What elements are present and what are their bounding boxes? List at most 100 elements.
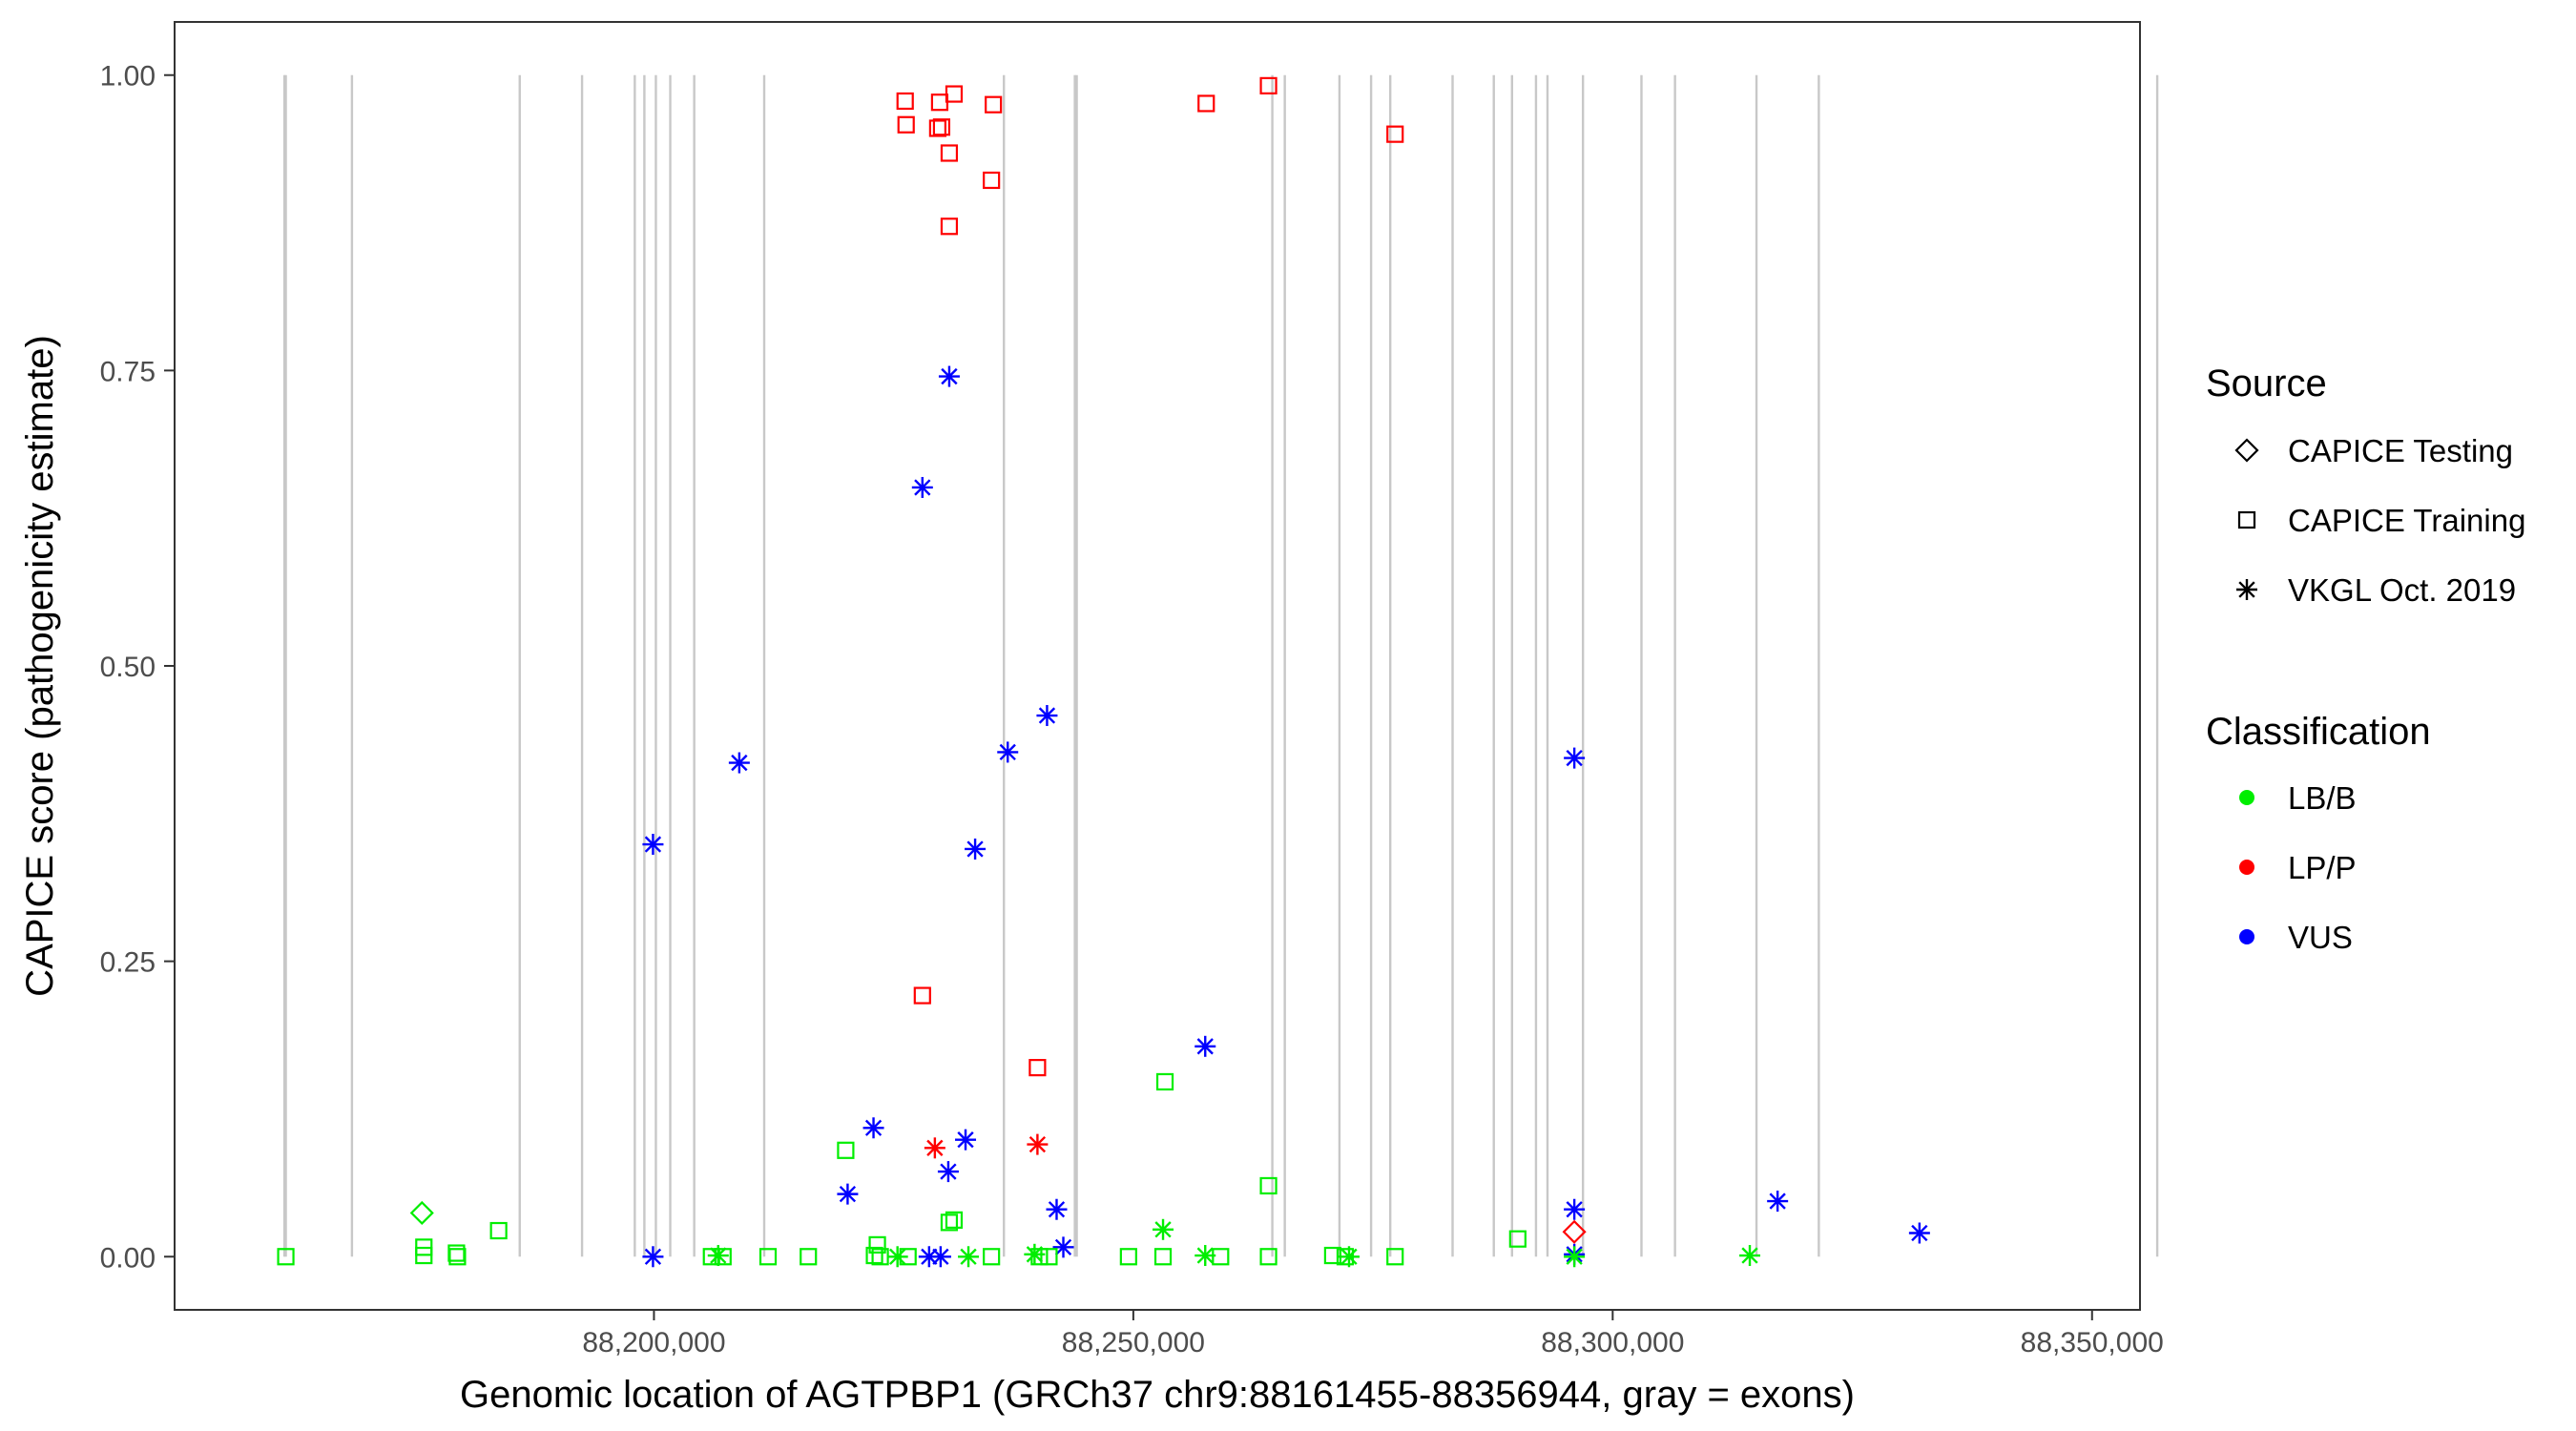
data-point [932, 118, 951, 136]
data-point [409, 1200, 434, 1225]
data-point [1119, 1248, 1137, 1266]
data-point [983, 171, 1001, 190]
data-point [911, 476, 933, 498]
data-point [955, 1129, 977, 1151]
data-point [1153, 1218, 1174, 1240]
data-point [1027, 1133, 1049, 1155]
data-point [448, 1248, 467, 1266]
legend-source-key [2236, 579, 2257, 600]
y-tick-label: 0.75 [100, 356, 156, 387]
y-axis-title: CAPICE score (pathogenicity estimate) [19, 335, 61, 997]
data-point [1338, 1246, 1360, 1268]
data-point [1739, 1245, 1761, 1267]
data-point [1052, 1236, 1074, 1258]
data-point [913, 986, 931, 1005]
data-point [1386, 1248, 1404, 1266]
data-point [940, 218, 959, 236]
data-point [1197, 94, 1215, 113]
data-point [865, 1246, 883, 1265]
data-point [1040, 1248, 1058, 1266]
data-point [937, 1161, 959, 1183]
x-tick-label: 88,350,000 [2021, 1327, 2164, 1358]
data-point [1767, 1191, 1789, 1213]
data-point [277, 1248, 295, 1266]
data-point [1323, 1246, 1341, 1265]
exon-lines [282, 74, 2159, 1257]
legend-source-entries: CAPICE Testing CAPICE Training VKGL Oct. 2… [2234, 433, 2525, 608]
legend-classification-key [2239, 929, 2254, 944]
data-point [985, 95, 1003, 114]
data-point [1564, 1198, 1586, 1220]
data-point [758, 1248, 778, 1266]
legend-classification-label: LB/B [2288, 780, 2357, 816]
legend-source-label: CAPICE Testing [2288, 433, 2513, 468]
data-points [277, 76, 1930, 1268]
legend-source-key [2234, 438, 2259, 463]
data-point [862, 1117, 884, 1139]
data-point [896, 92, 914, 111]
x-axis: 88,200,000 88,250,000 88,300,000 88,350,000 [582, 1310, 2164, 1358]
data-point [714, 1248, 732, 1266]
data-point [1028, 1059, 1047, 1077]
y-axis: 0.00 0.25 0.50 0.75 1.00 [100, 61, 175, 1274]
data-point [1908, 1222, 1930, 1244]
data-point [1046, 1198, 1068, 1220]
data-point [924, 1137, 945, 1159]
data-point [965, 838, 987, 860]
data-point [940, 144, 959, 162]
data-point [1155, 1072, 1174, 1091]
x-tick-label: 88,250,000 [1062, 1327, 1205, 1358]
legend-classification-key [2239, 860, 2254, 875]
data-point [1564, 747, 1586, 769]
data-point [837, 1183, 859, 1205]
data-point [415, 1246, 433, 1265]
data-point [940, 1213, 959, 1232]
data-point [1508, 1230, 1527, 1248]
x-tick-label: 88,300,000 [1541, 1327, 1684, 1358]
data-point [938, 365, 960, 387]
legend-classification-label: VUS [2288, 920, 2353, 955]
y-tick-label: 0.00 [100, 1242, 156, 1274]
y-tick-label: 0.50 [100, 652, 156, 683]
legend: Source CAPICE Testing CAPICE Training VKGL… [2206, 363, 2525, 955]
data-point [489, 1221, 508, 1240]
data-point [958, 1246, 980, 1268]
legend-source-label: VKGL Oct. 2019 [2288, 572, 2516, 608]
data-point [886, 1246, 908, 1268]
data-point [929, 1246, 951, 1268]
data-point [728, 752, 750, 774]
data-point [997, 741, 1019, 763]
legend-classification-label: LP/P [2288, 850, 2357, 885]
legend-classification-entries: LB/B LP/P VUS [2239, 780, 2357, 955]
data-point [868, 1235, 886, 1254]
data-point [1562, 1219, 1587, 1244]
data-point [1259, 76, 1278, 94]
data-point [1030, 1248, 1049, 1266]
data-point [800, 1248, 818, 1266]
data-point [1259, 1176, 1278, 1195]
data-point [928, 119, 946, 137]
legend-source-label: CAPICE Training [2288, 503, 2525, 538]
data-point [945, 85, 964, 103]
data-point [642, 1246, 664, 1268]
data-point [897, 115, 915, 134]
data-point [945, 1211, 964, 1229]
legend-classification-key [2239, 790, 2254, 805]
data-point [642, 834, 664, 856]
x-axis-title: Genomic location of AGTPBP1 (GRCh37 chr9… [460, 1374, 1855, 1416]
data-point [1564, 1246, 1586, 1268]
data-point [1036, 705, 1058, 727]
data-point [1195, 1035, 1216, 1057]
data-point [899, 1248, 917, 1266]
data-point [1212, 1248, 1230, 1266]
x-tick-label: 88,200,000 [582, 1327, 725, 1358]
legend-source-title: Source [2206, 363, 2327, 404]
y-tick-label: 1.00 [100, 61, 156, 93]
data-point [1259, 1248, 1278, 1266]
legend-source-key [2237, 510, 2256, 529]
data-point [707, 1245, 729, 1267]
y-tick-label: 0.25 [100, 947, 156, 979]
data-point [983, 1248, 1001, 1266]
